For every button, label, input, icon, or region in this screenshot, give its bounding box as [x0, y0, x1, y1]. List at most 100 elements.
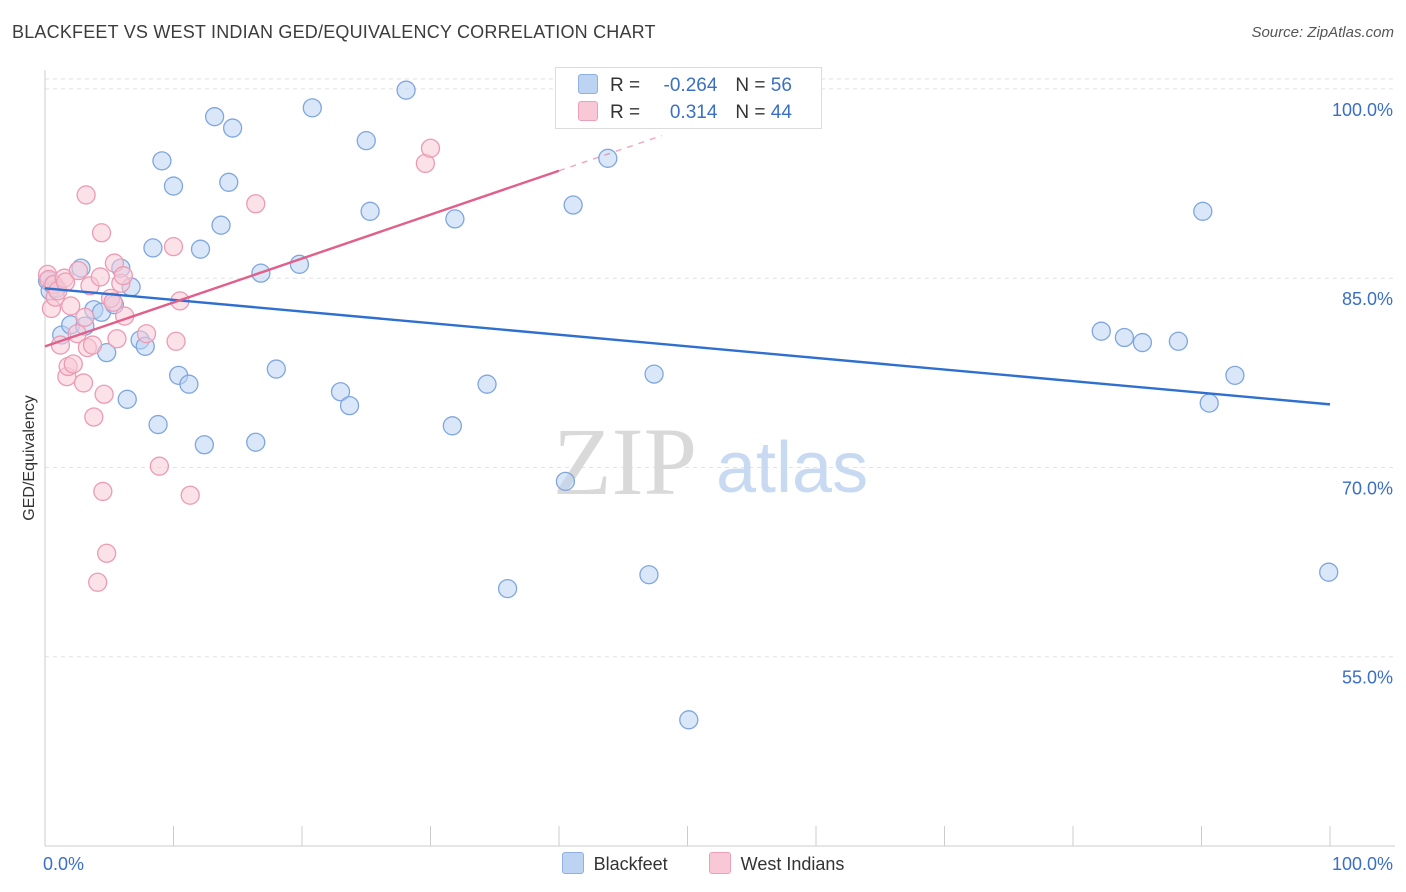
blackfeet-legend-swatch [561, 852, 584, 874]
legend-label-blackfeet: Blackfeet [593, 854, 668, 874]
blackfeet-point [360, 201, 380, 221]
blackfeet-point [143, 238, 163, 258]
west-indians-point [91, 223, 112, 243]
west-indians-point [76, 185, 96, 205]
blackfeet-point [644, 364, 664, 384]
blackfeet-point [194, 435, 214, 455]
blackfeet-point [1132, 332, 1153, 353]
legend-item-west-indians: West Indians [708, 852, 845, 875]
blackfeet-point [190, 239, 211, 259]
west-indians-legend-swatch [708, 852, 731, 874]
blackfeet-point [442, 416, 462, 436]
west-indians-point [94, 384, 114, 404]
r-label: R = [610, 102, 641, 123]
x-tick-label-max: 100.0% [1332, 854, 1393, 874]
axis-layer [44, 70, 1395, 847]
series-legend: Blackfeet West Indians [0, 852, 1406, 875]
grid-layer [45, 78, 1395, 658]
west-indians-point [97, 543, 117, 563]
blackfeet-point [339, 395, 360, 416]
blackfeet-point [679, 710, 699, 730]
legend-label-west-indians: West Indians [740, 854, 845, 874]
blackfeet-point [445, 209, 465, 229]
west-indians-trend-line [44, 169, 560, 348]
n-label: N = [735, 102, 766, 123]
blackfeet-point [219, 172, 239, 192]
blackfeet-point [246, 432, 266, 452]
y-tick-label: 55.0% [1342, 668, 1393, 688]
blackfeet-point [1091, 321, 1111, 341]
west-indians-point [136, 324, 157, 344]
x-tick-label-min: 0.0% [43, 854, 84, 874]
west-indians-swatch [578, 101, 598, 121]
blackfeet-point [117, 389, 137, 409]
blackfeet-point [163, 176, 184, 196]
west-indians-r-value: 0.314 [669, 102, 718, 123]
watermark-zip: ZIP [553, 408, 697, 515]
west-indians-point [420, 138, 441, 158]
y-tick-label: 100.0% [1332, 100, 1393, 120]
blackfeet-point [222, 118, 243, 138]
y-tick-label: 85.0% [1342, 289, 1393, 309]
points-layer [37, 80, 1339, 730]
r-label: R = [610, 75, 641, 96]
west-indians-point [88, 572, 108, 592]
west-indians-point [75, 307, 95, 327]
blackfeet-point [1225, 365, 1245, 386]
y-tick-label: 70.0% [1342, 478, 1393, 498]
west-indians-point [163, 237, 184, 257]
blackfeet-point [330, 382, 351, 402]
west-indians-point [61, 296, 81, 316]
west-indians-point [67, 324, 87, 344]
blackfeet-point [563, 195, 583, 215]
blackfeet-point [639, 565, 659, 585]
tick-label-layer: 55.0% 70.0% 85.0% 100.0% 0.0% 100.0% [43, 100, 1393, 874]
chart-source: Source: ZipAtlas.com [1251, 24, 1394, 41]
blackfeet-point [152, 151, 172, 171]
chart-title: BLACKFEET VS WEST INDIAN GED/EQUIVALENCY… [12, 22, 656, 42]
blackfeet-point [179, 374, 199, 394]
west-indians-point [93, 481, 113, 502]
blackfeet-point [1199, 393, 1219, 413]
blackfeet-point [204, 107, 225, 127]
west-indians-point [107, 329, 127, 349]
west-indians-point [166, 331, 186, 351]
west-indians-point [63, 354, 83, 374]
trend-layer [44, 134, 1331, 406]
west-indians-point [149, 456, 170, 476]
legend-row-west-indians: R = 0.314 N = 44 [578, 101, 792, 127]
west-indians-point [103, 292, 123, 312]
legend-row-blackfeet: R = -0.264 N = 56 [578, 74, 792, 100]
west-indians-point [90, 267, 110, 287]
blackfeet-point [1114, 327, 1135, 348]
blackfeet-point [1319, 562, 1339, 582]
west-indians-point [73, 373, 94, 393]
blackfeet-point [302, 98, 322, 118]
blackfeet-point [497, 578, 518, 599]
n-label: N = [735, 75, 766, 96]
stats-legend: R = -0.264 N = 56 R = 0.314 N = 44 [555, 67, 822, 129]
blackfeet-swatch [578, 74, 598, 94]
blackfeet-point [1193, 201, 1213, 221]
blackfeet-point [477, 374, 497, 394]
west-indians-point [82, 335, 103, 355]
west-indians-point [180, 485, 200, 505]
watermark: ZIP atlas [553, 408, 868, 515]
west-indians-point [68, 260, 89, 281]
blackfeet-point [211, 215, 231, 235]
blackfeet-point [555, 471, 576, 491]
blackfeet-n-value: 56 [770, 75, 792, 96]
blackfeet-point [266, 359, 286, 379]
blackfeet-point [356, 131, 376, 151]
west-indians-point [113, 266, 134, 286]
blackfeet-point [1168, 331, 1189, 351]
blackfeet-point [598, 148, 618, 168]
legend-item-blackfeet: Blackfeet [561, 852, 668, 875]
west-indians-n-value: 44 [770, 102, 792, 123]
blackfeet-trend-line [44, 287, 1331, 406]
watermark-atlas: atlas [716, 428, 868, 508]
blackfeet-point [148, 414, 168, 435]
west-indians-point [246, 194, 266, 214]
blackfeet-r-value: -0.264 [663, 75, 718, 96]
